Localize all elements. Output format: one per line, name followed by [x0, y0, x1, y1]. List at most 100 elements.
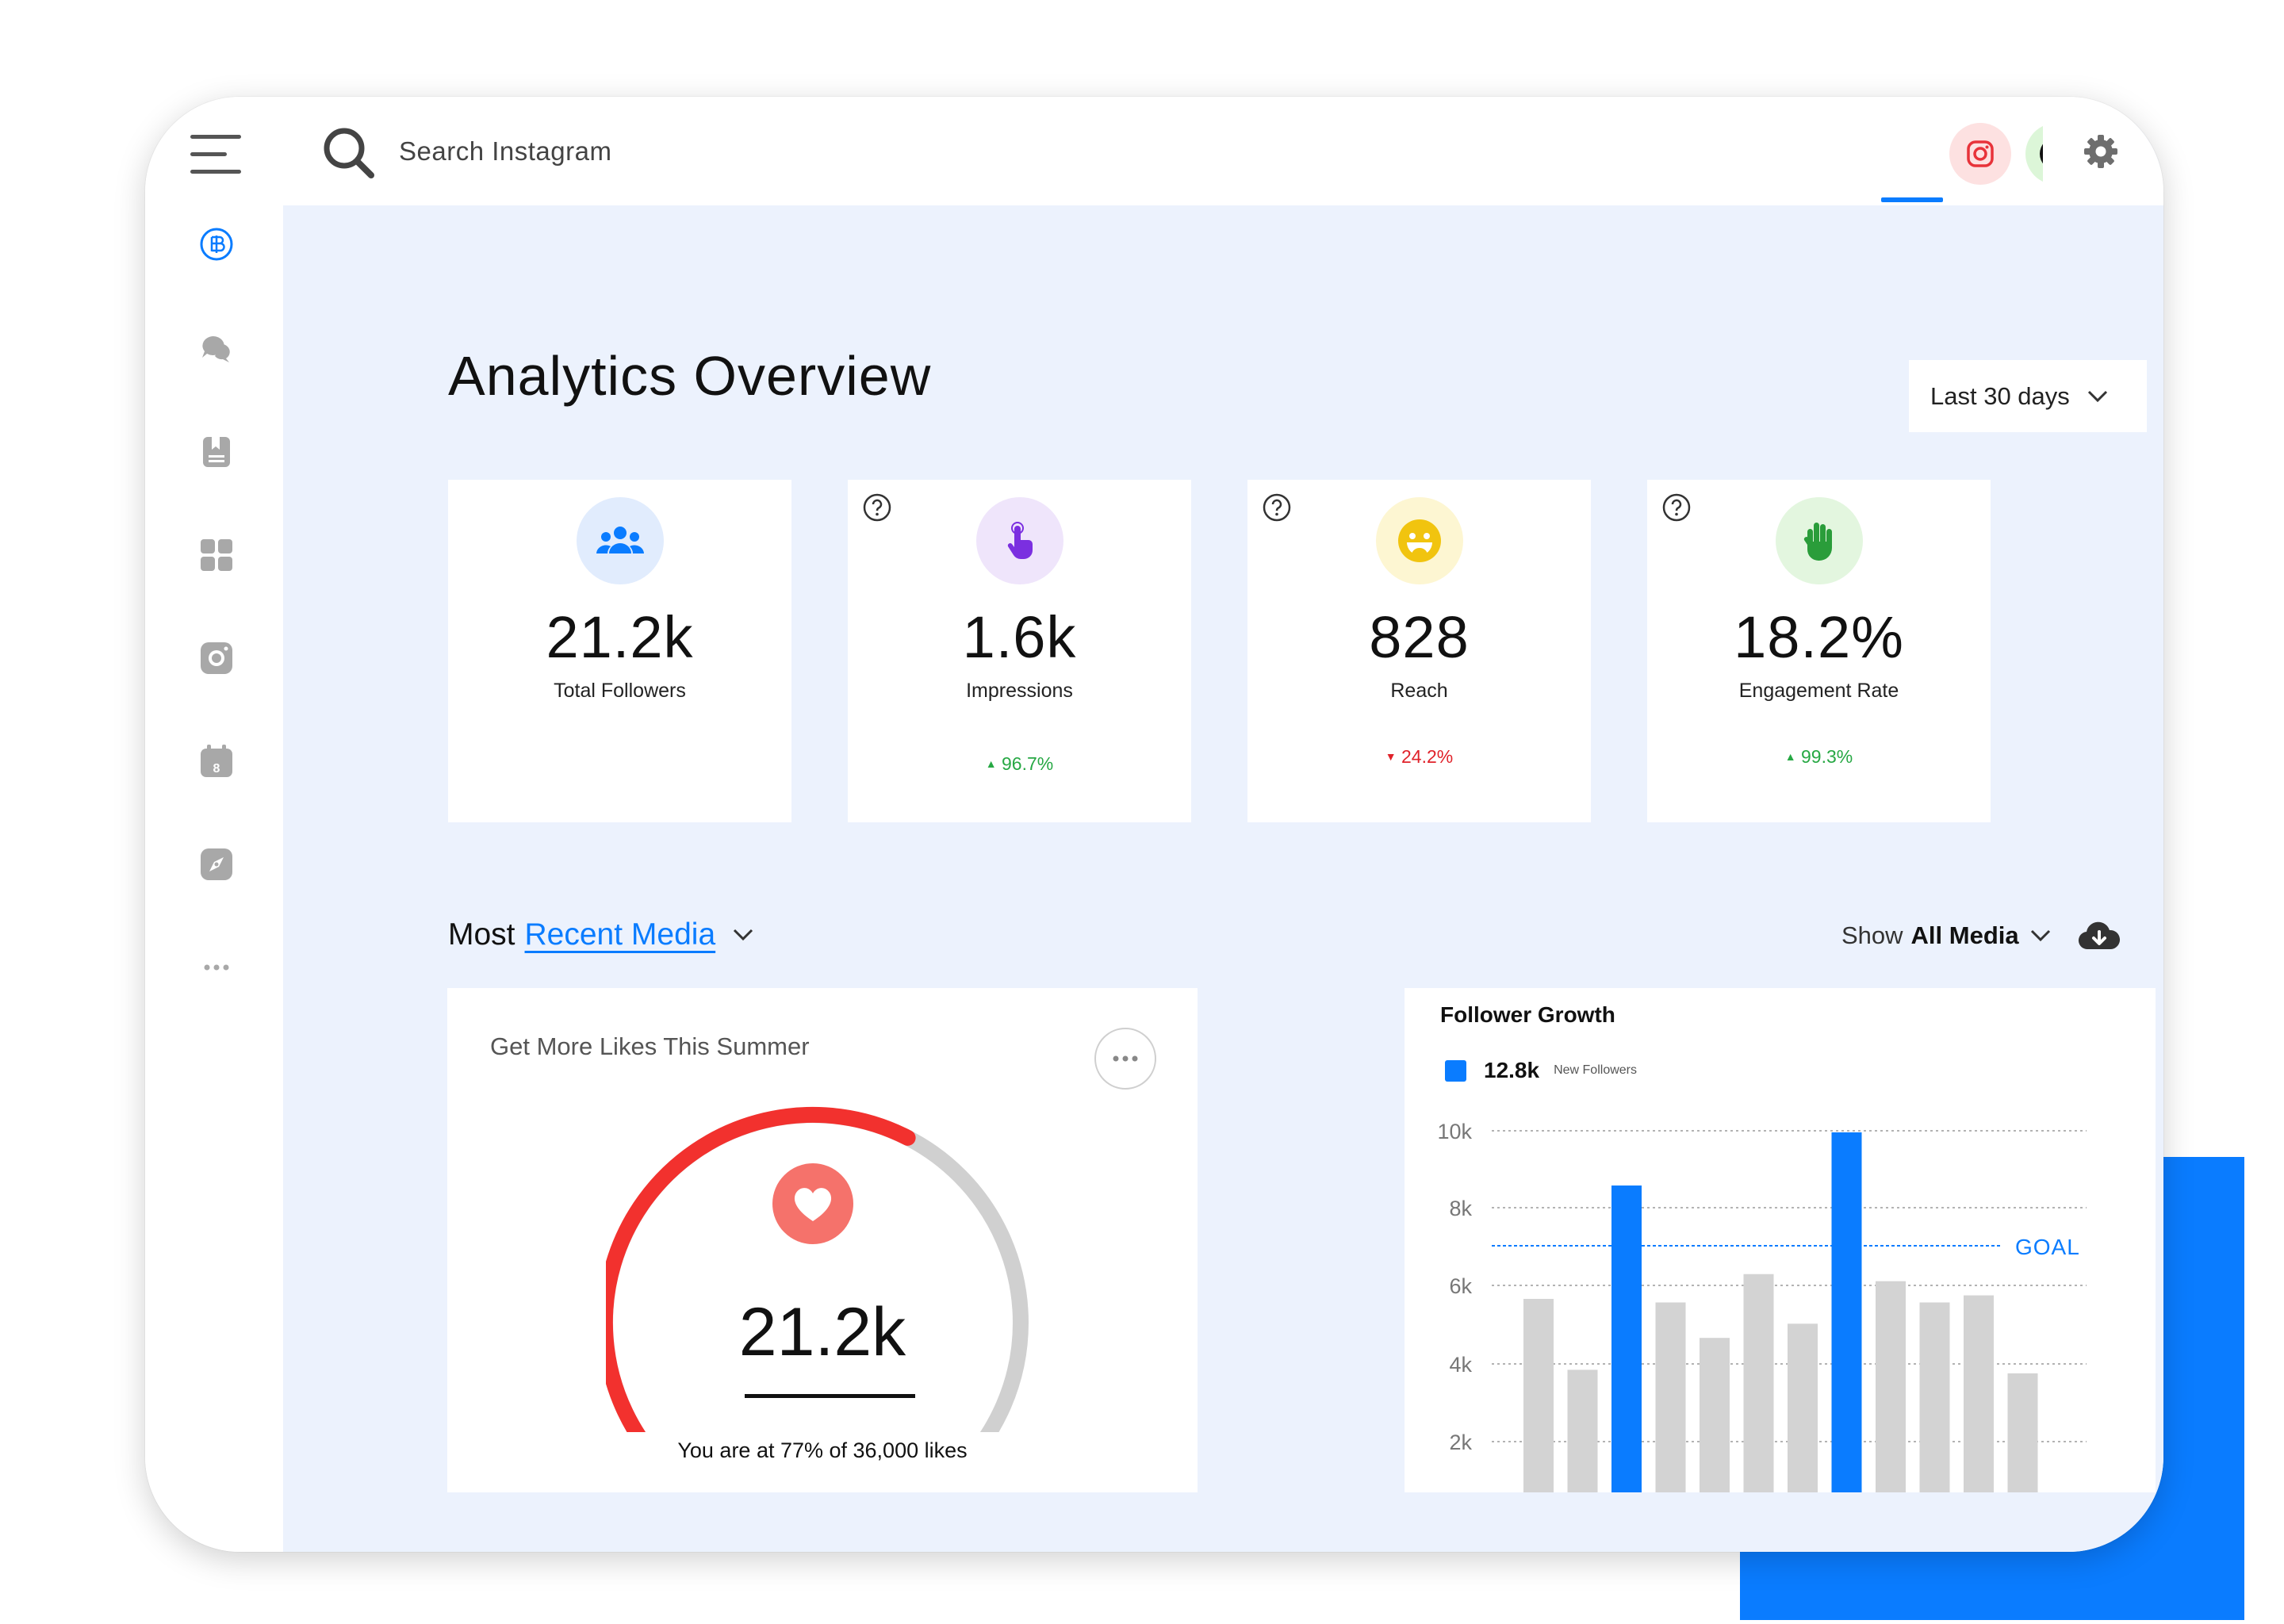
page-title: Analytics Overview — [448, 345, 932, 407]
top-bar — [289, 97, 2163, 204]
stat-value: 18.2% — [1734, 604, 1904, 670]
stat-label: Reach — [1390, 680, 1448, 702]
bar[interactable] — [1788, 1323, 1818, 1492]
bar-highlight[interactable] — [1611, 1185, 1642, 1492]
chat-icon — [202, 336, 230, 362]
likes-panel-title: Get More Likes This Summer — [490, 1032, 810, 1060]
y-tick-label: 2k — [1449, 1431, 1472, 1454]
stat-delta: ▲ 99.3% — [1784, 746, 1853, 767]
gauge-value: 21.2k — [738, 1294, 906, 1370]
stat-delta: ▲ 96.7% — [985, 753, 1054, 774]
stat-card-followers: 21.2k Total Followers — [448, 480, 791, 822]
more-options-button[interactable] — [1094, 1028, 1156, 1090]
legend-value: 12.8k — [1484, 1058, 1540, 1082]
stat-card-impressions: 1.6k Impressions ▲ 96.7% — [848, 480, 1191, 822]
heart-icon — [772, 1163, 853, 1244]
gauge-progress — [606, 1106, 916, 1432]
recent-media-link[interactable]: Recent Media — [524, 917, 716, 952]
y-tick-label: 4k — [1449, 1353, 1472, 1377]
more-horizontal-icon — [1113, 1055, 1138, 1062]
gear-icon[interactable] — [2083, 134, 2118, 169]
trend-down-icon: ▼ — [1385, 750, 1397, 763]
likes-gauge — [606, 1106, 1029, 1432]
chevron-down-icon — [2030, 929, 2050, 942]
stat-value: 1.6k — [962, 604, 1077, 670]
legend-swatch — [1445, 1059, 1466, 1082]
bar[interactable] — [2007, 1373, 2038, 1492]
bar[interactable] — [1523, 1299, 1554, 1492]
calendar-icon: 8 — [201, 745, 232, 777]
sidebar-item-messages[interactable] — [199, 331, 234, 366]
sidebar-item-dashboard[interactable] — [199, 538, 234, 573]
stat-label: Impressions — [966, 680, 1073, 702]
active-tab-indicator — [1881, 197, 1943, 202]
stat-value: 21.2k — [546, 604, 694, 670]
help-icon[interactable] — [862, 492, 892, 523]
sidebar-item-saved[interactable] — [199, 435, 234, 469]
trend-up-icon: ▲ — [1784, 750, 1796, 763]
gauge-track — [606, 1107, 1029, 1432]
sidebar-item-more[interactable] — [199, 950, 234, 985]
trend-up-icon: ▲ — [985, 757, 997, 770]
bar[interactable] — [1876, 1281, 1906, 1492]
brand-icon — [200, 228, 233, 261]
follower-growth-chart: 10k 8k 6k 4k 2k GOAL — [1437, 1120, 2087, 1492]
gauge-underline — [745, 1394, 915, 1398]
stat-value: 828 — [1369, 604, 1470, 670]
bookmark-icon — [203, 437, 230, 467]
chevron-down-icon — [2087, 390, 2107, 402]
users-icon — [577, 497, 664, 584]
y-tick-label: 10k — [1437, 1120, 1472, 1143]
menu-icon[interactable] — [190, 135, 241, 174]
app-window: 8 — [145, 97, 2163, 1552]
bar[interactable] — [1964, 1295, 1994, 1492]
stat-card-engagement: 18.2% Engagement Rate ▲ 99.3% — [1647, 480, 1991, 822]
follower-growth-panel: 10k 8k 6k 4k 2k GOAL Follower Growth 12.8k Ne… — [1405, 988, 2156, 1492]
sidebar-item-brand[interactable] — [199, 227, 234, 262]
instagram-account-button[interactable] — [1949, 123, 2011, 185]
help-icon[interactable] — [1262, 492, 1292, 523]
pointer-icon — [976, 497, 1063, 584]
legend-label: New Followers — [1554, 1063, 1637, 1077]
likes-goal-panel: Get More Likes This Summer 21.2k You are… — [447, 988, 1198, 1492]
search-icon[interactable] — [321, 125, 377, 181]
bar[interactable] — [1655, 1302, 1686, 1492]
bar-highlight[interactable] — [1831, 1132, 1862, 1492]
cloud-download-icon[interactable] — [2077, 919, 2121, 954]
date-range-dropdown[interactable]: Last 30 days — [1909, 360, 2147, 432]
svg-text:8: 8 — [213, 762, 220, 776]
grid-icon — [201, 539, 232, 571]
smile-icon — [1376, 497, 1463, 584]
show-media-dropdown[interactable]: Show All Media — [1841, 921, 2051, 950]
date-range-label: Last 30 days — [1930, 381, 2070, 410]
help-icon[interactable] — [1661, 492, 1692, 523]
growth-title: Follower Growth — [1440, 1002, 1615, 1027]
y-tick-label: 8k — [1449, 1197, 1472, 1220]
bar[interactable] — [1700, 1338, 1730, 1492]
stat-label: Total Followers — [554, 680, 686, 702]
media-section-title: Most Recent Media — [448, 917, 753, 952]
settings-area — [2043, 97, 2163, 204]
chevron-down-icon[interactable] — [733, 929, 753, 941]
stat-delta: ▼ 24.2% — [1385, 746, 1454, 767]
stat-label: Engagement Rate — [1738, 680, 1899, 702]
more-icon — [204, 964, 229, 971]
main-content: Analytics Overview Last 30 days 21.2k To… — [283, 205, 2163, 1552]
bar[interactable] — [1743, 1274, 1774, 1492]
goal-label: GOAL — [2015, 1235, 2080, 1259]
camera-icon — [201, 642, 232, 674]
gauge-note: You are at 77% of 36,000 likes — [677, 1438, 968, 1462]
bar[interactable] — [1919, 1302, 1950, 1492]
y-tick-label: 6k — [1449, 1274, 1472, 1298]
instagram-icon — [1967, 140, 1994, 167]
sidebar-item-camera[interactable] — [199, 641, 234, 676]
sidebar: 8 — [145, 97, 283, 1552]
bar[interactable] — [1567, 1369, 1598, 1492]
sidebar-item-explore[interactable] — [199, 847, 234, 882]
stat-card-reach: 828 Reach ▼ 24.2% — [1247, 480, 1591, 822]
hand-icon — [1776, 497, 1863, 584]
compass-icon — [201, 848, 232, 880]
sidebar-item-calendar[interactable]: 8 — [199, 744, 234, 779]
search-input[interactable] — [399, 132, 954, 171]
chart-legend: 12.8k New Followers — [1445, 1058, 1637, 1083]
